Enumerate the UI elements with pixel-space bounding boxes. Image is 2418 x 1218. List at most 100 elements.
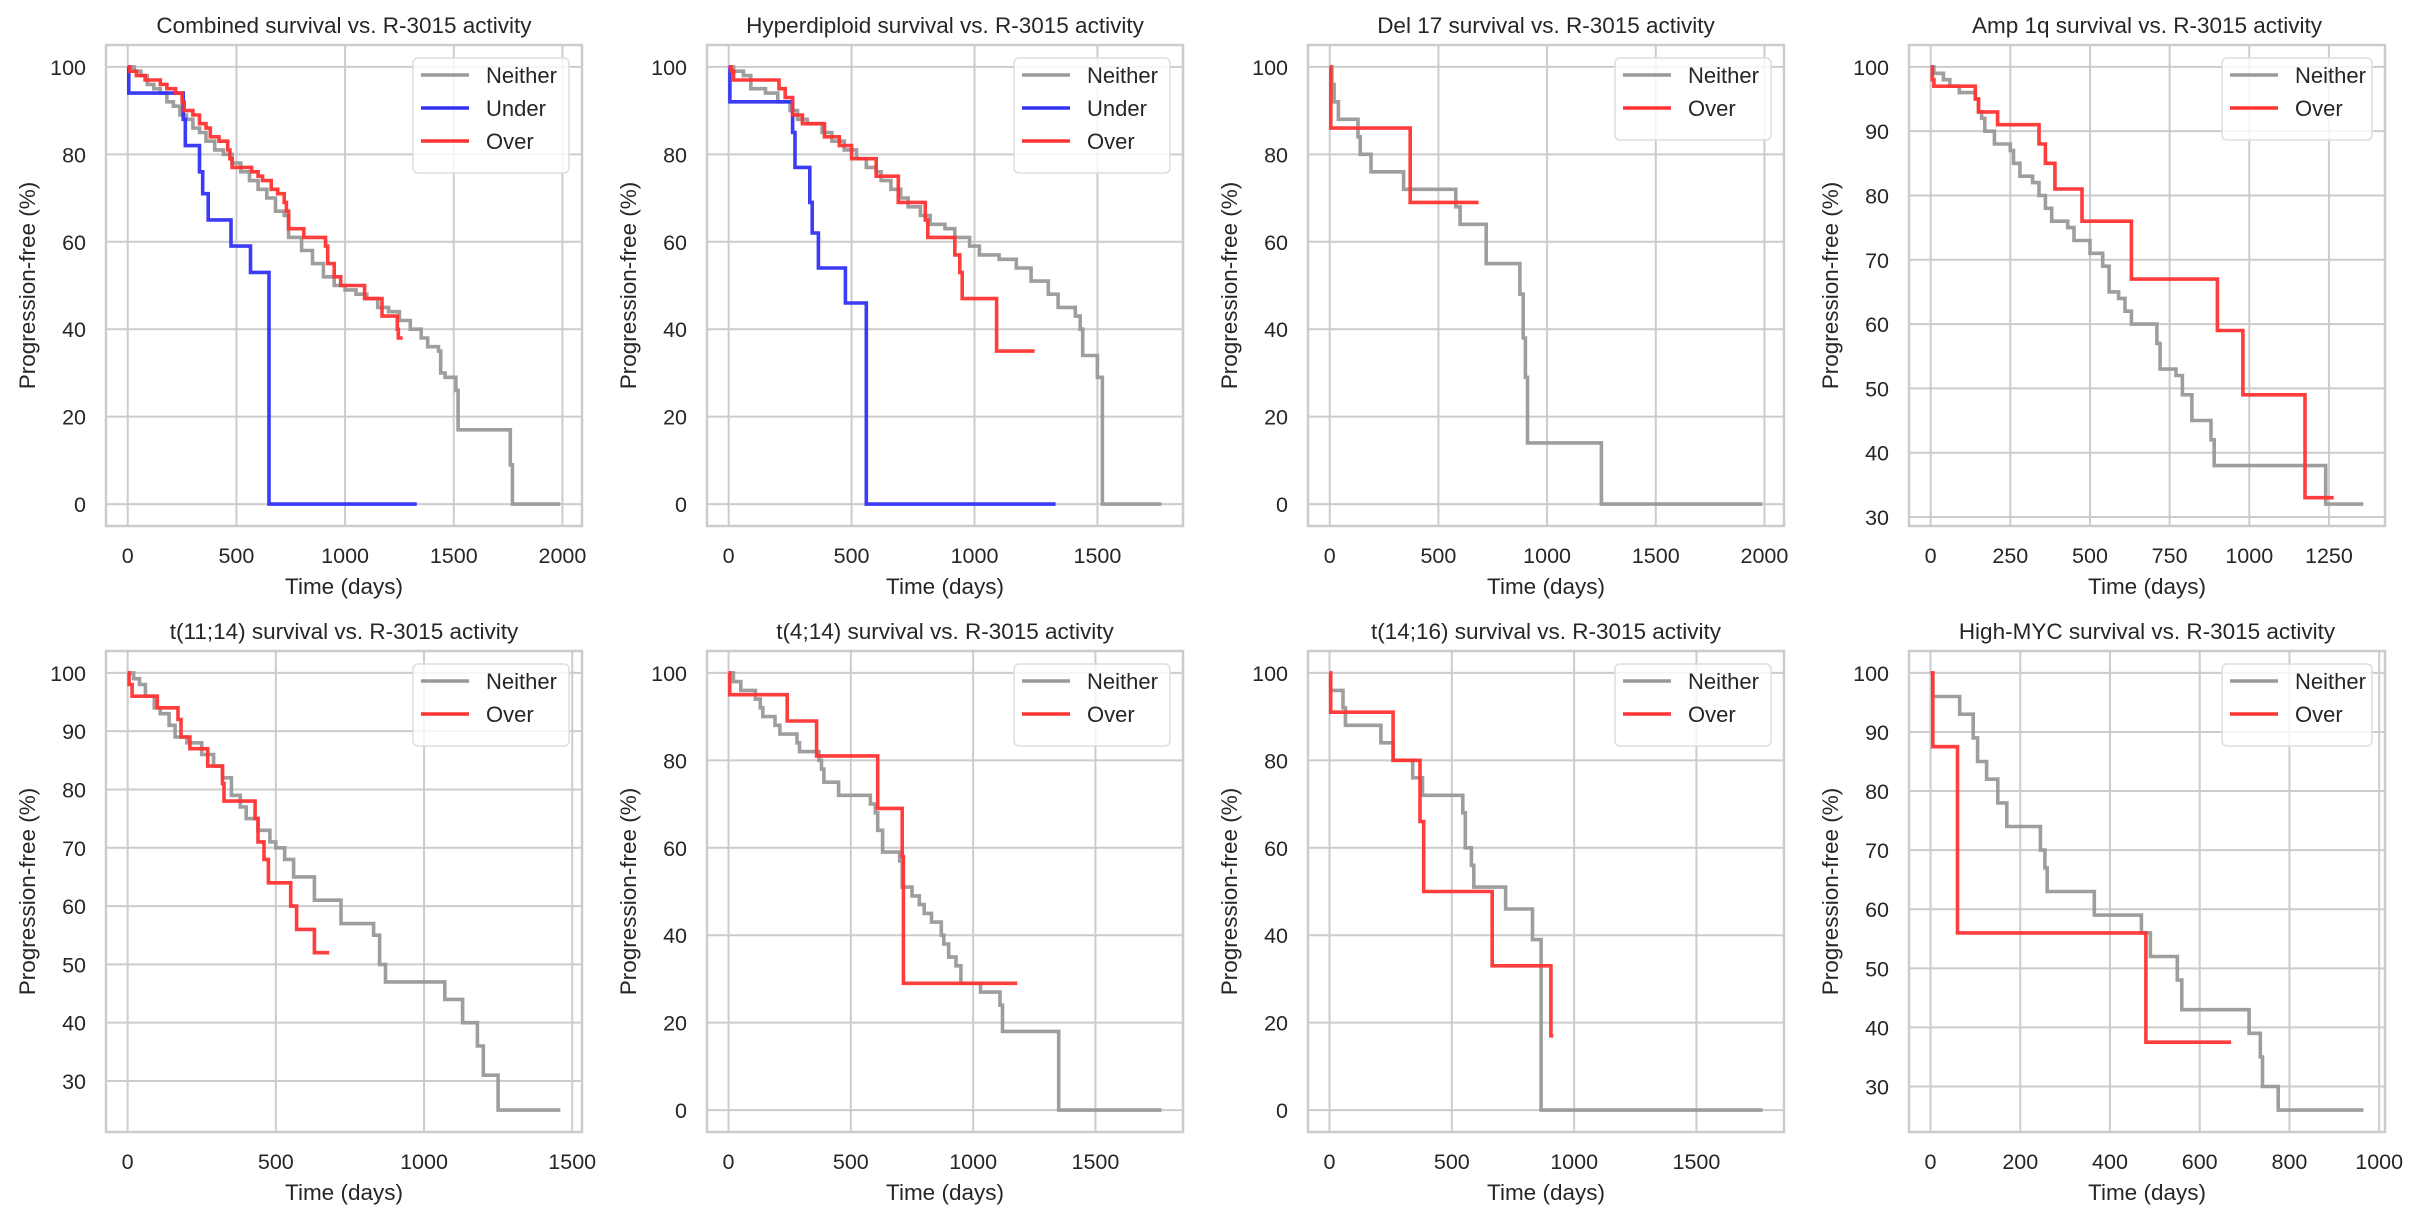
y-tick-label: 80	[663, 749, 687, 773]
y-tick-label: 60	[62, 895, 86, 919]
y-tick-label: 20	[62, 406, 86, 430]
legend-box	[1013, 57, 1171, 174]
x-tick-label: 800	[2272, 1150, 2308, 1174]
subplot-title: t(11;14) survival vs. R-3015 activity	[170, 619, 519, 644]
y-tick-label: 100	[651, 56, 687, 80]
y-tick-label: 90	[1865, 721, 1889, 745]
y-tick-label: 80	[62, 778, 86, 802]
axes-frame	[705, 649, 1185, 1134]
subplot-3: 0 500 1000 1500 2000 0 20 40 60 80 100 Neither Over D…	[1217, 13, 1788, 599]
legend-label: Over	[1688, 702, 1736, 727]
x-tick-label: 1000	[2355, 1150, 2403, 1174]
y-tick-label: 20	[663, 1012, 687, 1036]
legend: Neither Over	[1614, 57, 1772, 141]
legend-label: Neither	[2295, 63, 2366, 88]
x-tick-label: 500	[218, 544, 254, 568]
y-tick-label: 30	[62, 1070, 86, 1094]
km-curve-over	[1329, 65, 1479, 205]
x-tick-label: 0	[122, 1150, 134, 1174]
x-tick-label: 600	[2182, 1150, 2218, 1174]
y-tick-label: 40	[663, 924, 687, 948]
legend-label: Neither	[486, 63, 557, 88]
x-tick-label: 200	[2002, 1150, 2038, 1174]
y-tick-label: 70	[62, 837, 86, 861]
y-tick-label: 90	[1865, 120, 1889, 144]
x-tick-label: 1500	[430, 544, 478, 568]
x-tick-label: 2000	[1741, 544, 1789, 568]
x-tick-label: 1000	[321, 544, 369, 568]
legend-box	[1614, 663, 1772, 747]
x-tick-label: 1500	[1673, 1150, 1721, 1174]
y-tick-label: 20	[1264, 1012, 1288, 1036]
x-axis-label: Time (days)	[2088, 1180, 2206, 1205]
subplot-5: 0 500 1000 1500 30 40 50 60 70 80 90 100 Neither Over…	[15, 619, 596, 1205]
y-tick-label: 40	[62, 1012, 86, 1036]
x-tick-label: 0	[1925, 544, 1937, 568]
y-tick-label: 30	[1865, 506, 1889, 530]
y-tick-label: 60	[1865, 313, 1889, 337]
x-tick-label: 0	[1925, 1150, 1937, 1174]
x-tick-label: 500	[258, 1150, 294, 1174]
x-axis-label: Time (days)	[2088, 574, 2206, 599]
subplot-1: 0 500 1000 1500 2000 0 20 40 60 80 100 Neither Under…	[15, 13, 586, 599]
y-tick-label: 100	[50, 56, 86, 80]
legend: Neither Over	[2221, 57, 2373, 141]
y-tick-label: 100	[1252, 56, 1288, 80]
subplot-8: 0 200 400 600 800 1000 30 40 50 60 70 80 90 100 Neithe…	[1818, 619, 2403, 1205]
subplot-2: 0 500 1000 1500 0 20 40 60 80 100 Neither Under Over…	[616, 13, 1185, 599]
x-axis-label: Time (days)	[1487, 574, 1605, 599]
subplot-title: Hyperdiploid survival vs. R-3015 activit…	[746, 13, 1144, 38]
x-tick-label: 400	[2092, 1150, 2128, 1174]
y-tick-label: 50	[62, 953, 86, 977]
km-curve-over	[127, 65, 403, 340]
y-tick-label: 40	[62, 318, 86, 342]
x-tick-label: 1000	[400, 1150, 448, 1174]
y-tick-label: 70	[1865, 249, 1889, 273]
y-axis-label: Progression-free (%)	[616, 788, 641, 996]
legend: Neither Under Over	[412, 57, 570, 174]
x-tick-label: 0	[1324, 1150, 1336, 1174]
km-curve-under	[127, 65, 417, 506]
y-tick-label: 100	[1252, 662, 1288, 686]
x-axis-label: Time (days)	[886, 1180, 1004, 1205]
x-tick-label: 1250	[2305, 544, 2353, 568]
km-curve-neither	[127, 65, 561, 506]
legend-box	[1614, 57, 1772, 141]
legend-label: Neither	[486, 669, 557, 694]
y-axis-label: Progression-free (%)	[1217, 182, 1242, 390]
y-tick-label: 40	[1264, 318, 1288, 342]
x-tick-label: 1000	[951, 544, 999, 568]
y-tick-label: 30	[1865, 1076, 1889, 1100]
subplot-title: t(14;16) survival vs. R-3015 activity	[1371, 619, 1722, 644]
y-tick-label: 40	[1865, 442, 1889, 466]
y-tick-label: 50	[1865, 957, 1889, 981]
x-tick-label: 1000	[1523, 544, 1571, 568]
subplot-title: High-MYC survival vs. R-3015 activity	[1959, 619, 2336, 644]
y-axis-label: Progression-free (%)	[15, 788, 40, 996]
km-curve-over	[1328, 671, 1554, 1038]
x-tick-label: 1500	[1074, 544, 1122, 568]
legend-label: Over	[1087, 702, 1135, 727]
axes-frame	[1306, 43, 1786, 528]
x-tick-label: 1000	[2225, 544, 2273, 568]
y-tick-label: 50	[1865, 377, 1889, 401]
legend-label: Neither	[1087, 669, 1158, 694]
legend-box	[1013, 663, 1171, 747]
y-tick-label: 0	[74, 493, 86, 517]
legend-label: Over	[1688, 96, 1736, 121]
legend-label: Neither	[1087, 63, 1158, 88]
subplot-title: t(4;14) survival vs. R-3015 activity	[776, 619, 1114, 644]
axes-frame	[104, 43, 584, 528]
y-tick-label: 60	[1865, 898, 1889, 922]
km-curve-over	[127, 671, 330, 955]
legend-label: Over	[2295, 702, 2343, 727]
legend-label: Under	[1087, 96, 1147, 121]
subplot-7: 0 500 1000 1500 0 20 40 60 80 100 Neither Over t(14;…	[1217, 619, 1786, 1205]
axes-frame	[705, 43, 1185, 528]
y-tick-label: 70	[1865, 839, 1889, 863]
km-curve-neither	[1930, 671, 2364, 1112]
axes-frame	[1907, 43, 2387, 528]
legend: Neither Over	[2221, 663, 2373, 747]
x-tick-label: 2000	[539, 544, 587, 568]
